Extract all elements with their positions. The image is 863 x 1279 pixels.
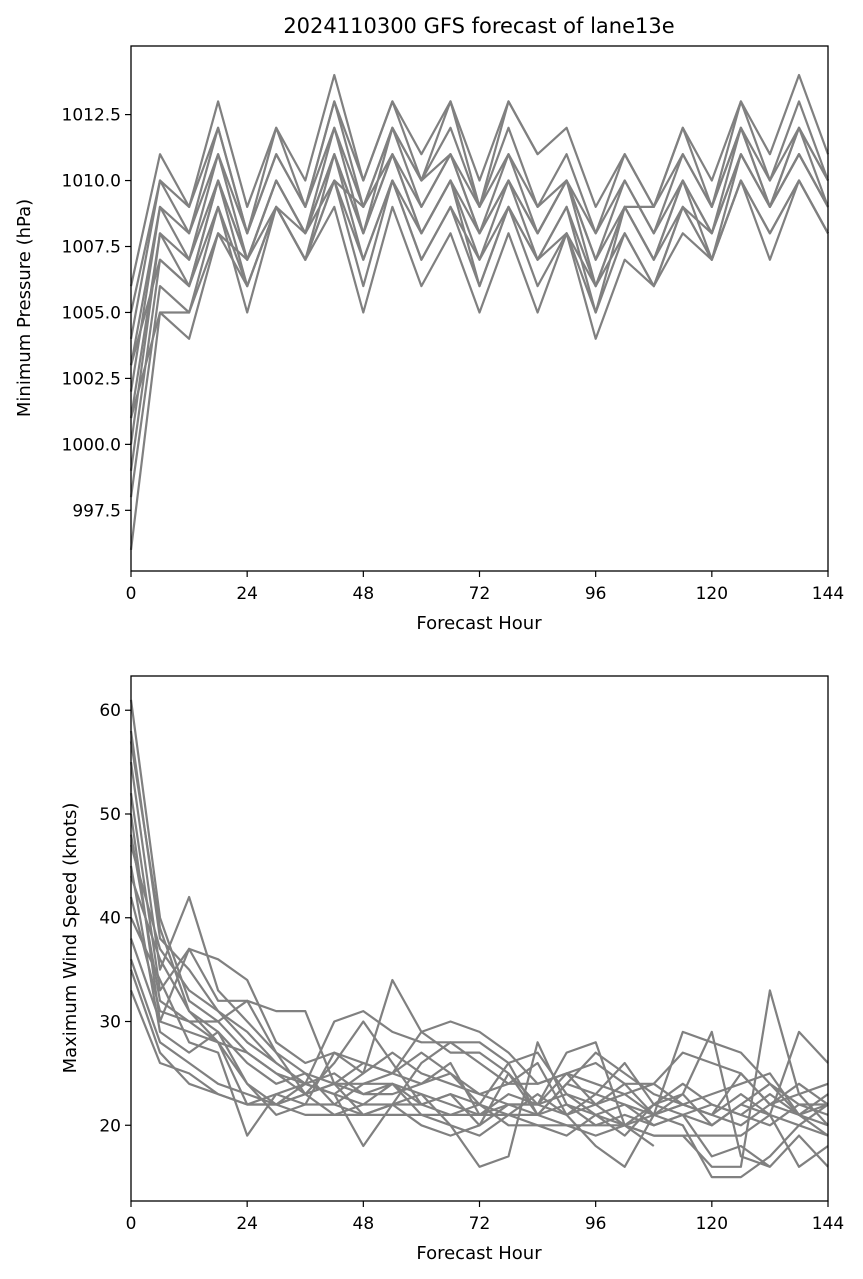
wind-y-tick-label: 60 (99, 701, 121, 721)
pressure-y-tick-label: 1010.0 (62, 172, 121, 192)
wind-x-tick-label: 48 (353, 1214, 375, 1234)
wind-series-line-14 (129, 875, 829, 1117)
pressure-x-tick-label: 24 (236, 584, 258, 604)
pressure-y-tick-label: 1000.0 (62, 435, 121, 455)
wind-x-axis-label: Forecast Hour (416, 1243, 542, 1264)
chart-title: 2024110300 GFS forecast of lane13e (283, 14, 674, 38)
wind-series-line-15 (129, 844, 829, 1117)
pressure-y-tick-label: 1007.5 (62, 238, 121, 258)
pressure-y-tick-label: 1005.0 (62, 303, 121, 323)
wind-x-tick-label: 72 (469, 1214, 491, 1234)
wind-series-line-8 (129, 896, 655, 1147)
pressure-y-tick-label: 1002.5 (62, 369, 121, 389)
pressure-x-tick-label: 48 (353, 584, 375, 604)
wind-series-line-7 (129, 865, 829, 1137)
wind-y-tick-label: 20 (99, 1116, 121, 1136)
wind-y-axis-label: Maximum Wind Speed (knots) (60, 803, 81, 1074)
wind-plot-area (129, 699, 829, 1179)
pressure-y-tick-label: 997.5 (72, 501, 121, 521)
pressure-x-tick-label: 96 (585, 584, 607, 604)
pressure-x-ticks: 0 24 48 72 96 120 144 (126, 571, 844, 604)
pressure-y-tick-label: 1012.5 (62, 106, 121, 126)
wind-y-ticks: 20 30 40 50 60 (99, 701, 131, 1136)
wind-series-line-11 (129, 958, 829, 1179)
pressure-series-line-1 (129, 73, 830, 287)
pressure-x-tick-label: 144 (812, 584, 844, 604)
wind-x-tick-label: 96 (585, 1214, 607, 1234)
wind-y-tick-label: 40 (99, 909, 121, 929)
wind-y-tick-label: 30 (99, 1013, 121, 1033)
wind-panel: 0 24 48 72 96 120 144 20 30 40 50 60 Forecast Hour… (60, 675, 844, 1264)
pressure-series-line-10 (129, 179, 829, 551)
wind-x-tick-label: 120 (696, 1214, 728, 1234)
pressure-plot-area (129, 73, 830, 551)
pressure-y-ticks: 997.5 1000.0 1002.5 1005.0 1007.5 1010.0 1012.… (62, 106, 131, 521)
pressure-panel: 2024110300 GFS forecast of lane13e 0 24 48… (14, 14, 844, 634)
pressure-x-tick-label: 0 (126, 584, 137, 604)
pressure-x-axis-label: Forecast Hour (416, 613, 542, 634)
pressure-series-line-3 (129, 100, 539, 339)
wind-series-line-9 (130, 917, 829, 1168)
wind-x-tick-label: 144 (812, 1214, 844, 1234)
pressure-y-axis-label: Minimum Pressure (hPa) (14, 199, 35, 417)
wind-x-ticks: 0 24 48 72 96 120 144 (126, 1201, 844, 1234)
wind-x-tick-label: 24 (236, 1214, 258, 1234)
pressure-x-tick-label: 120 (696, 584, 728, 604)
wind-x-tick-label: 0 (126, 1214, 137, 1234)
wind-series-line-16 (129, 741, 828, 1127)
wind-y-tick-label: 50 (99, 805, 121, 825)
pressure-x-tick-label: 72 (469, 584, 491, 604)
pressure-series-line-12 (129, 153, 829, 419)
